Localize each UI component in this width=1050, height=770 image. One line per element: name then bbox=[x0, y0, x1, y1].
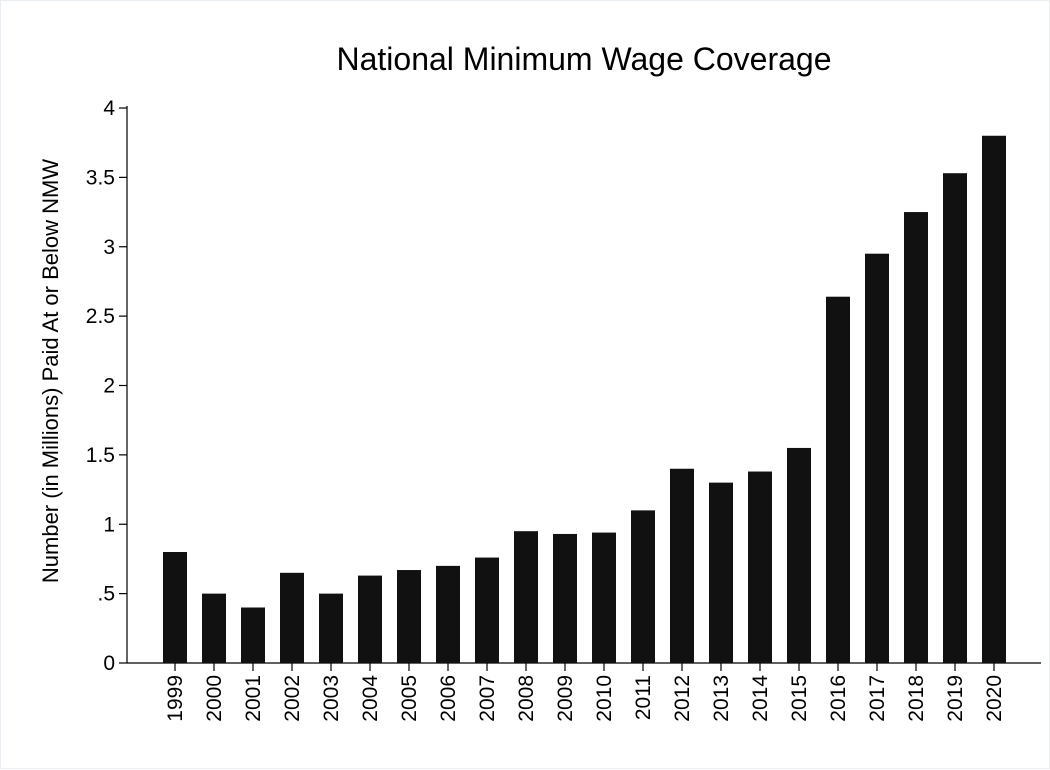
x-tick-label: 2018 bbox=[905, 675, 928, 722]
bar bbox=[358, 575, 382, 663]
x-tick-label: 2016 bbox=[827, 675, 850, 722]
bar bbox=[319, 593, 343, 663]
x-tick-label: 2015 bbox=[788, 675, 811, 722]
bar bbox=[826, 296, 850, 663]
y-tick-label: 1.5 bbox=[86, 444, 115, 467]
x-tick-label: 2005 bbox=[398, 675, 421, 722]
y-axis: 0 .5 1 1.5 2 2.5 3 3.5 4 bbox=[86, 97, 128, 675]
bar bbox=[592, 532, 616, 663]
x-tick-label: 2004 bbox=[359, 675, 382, 722]
x-tick-label: 2019 bbox=[944, 675, 967, 722]
x-tick-label: 2009 bbox=[554, 675, 577, 722]
y-tick-label: 0 bbox=[103, 652, 115, 675]
x-tick-label: 2003 bbox=[320, 675, 343, 722]
x-tick-label: 2011 bbox=[632, 675, 655, 720]
y-tick-label: 4 bbox=[103, 97, 115, 120]
bar bbox=[787, 447, 811, 663]
bar bbox=[865, 253, 889, 663]
x-tick-label: 2010 bbox=[593, 675, 616, 722]
bars bbox=[163, 135, 1006, 663]
y-tick-label: 3 bbox=[103, 236, 115, 259]
bar bbox=[163, 552, 187, 663]
x-tick-label: 2006 bbox=[437, 675, 460, 722]
x-tick-label: 2013 bbox=[710, 675, 733, 722]
x-tick-label: 1999 bbox=[164, 675, 187, 722]
x-tick-label: 2017 bbox=[866, 675, 889, 722]
chart-title: National Minimum Wage Coverage bbox=[336, 41, 831, 77]
bar bbox=[280, 572, 304, 663]
y-tick-label: 2.5 bbox=[86, 305, 115, 328]
bar bbox=[748, 471, 772, 663]
y-axis-label: Number (in Millions) Paid At or Below NM… bbox=[38, 159, 63, 583]
bar bbox=[982, 135, 1006, 663]
x-tick-label: 2007 bbox=[476, 675, 499, 722]
y-tick-label: 3.5 bbox=[86, 166, 115, 189]
bar bbox=[943, 173, 967, 663]
x-tick-label: 2012 bbox=[671, 675, 694, 722]
x-tick-label: 2008 bbox=[515, 675, 538, 722]
bar bbox=[241, 607, 265, 663]
bar bbox=[475, 557, 499, 663]
y-tick-label: .5 bbox=[97, 583, 115, 606]
bar bbox=[904, 212, 928, 663]
x-tick-label: 2002 bbox=[281, 675, 304, 722]
x-axis: 1999 2000 2001 2002 2003 2004 2005 2006 2007 2008… bbox=[127, 662, 1041, 722]
bar bbox=[631, 510, 655, 663]
x-tick-label: 2001 bbox=[242, 675, 265, 722]
bar bbox=[670, 468, 694, 663]
bar bbox=[709, 482, 733, 663]
bar bbox=[514, 531, 538, 663]
bar bbox=[202, 593, 226, 663]
x-tick-label: 2014 bbox=[749, 675, 772, 722]
bar bbox=[397, 570, 421, 663]
x-tick-label: 2000 bbox=[203, 675, 226, 722]
y-tick-label: 2 bbox=[103, 375, 115, 398]
x-tick-label: 2020 bbox=[983, 675, 1006, 722]
bar bbox=[553, 533, 577, 663]
y-tick-label: 1 bbox=[103, 513, 115, 536]
bar bbox=[436, 565, 460, 663]
